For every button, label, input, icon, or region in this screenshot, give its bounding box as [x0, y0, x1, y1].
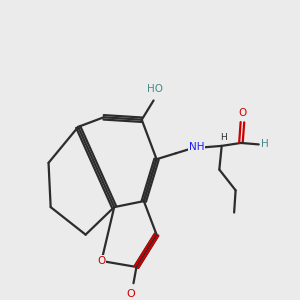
Text: O: O — [238, 108, 247, 118]
Text: O: O — [98, 256, 106, 266]
Text: H: H — [220, 133, 226, 142]
Text: NH: NH — [189, 142, 204, 152]
Text: H: H — [261, 140, 269, 149]
Text: O: O — [126, 289, 135, 298]
Text: HO: HO — [147, 84, 163, 94]
